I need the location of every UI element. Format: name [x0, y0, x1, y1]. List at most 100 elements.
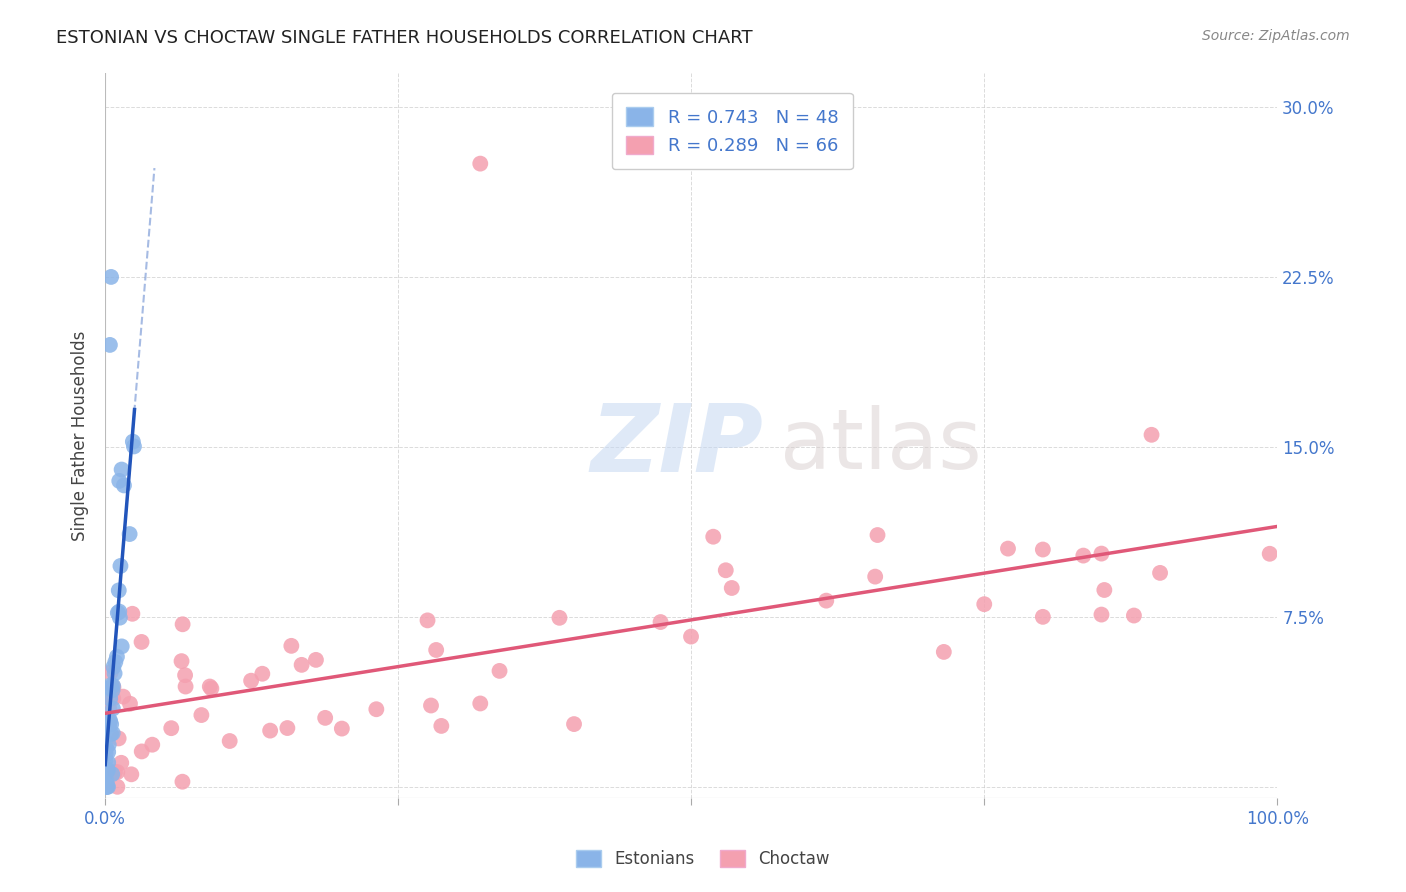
Point [97, 763, 120, 777]
Text: ESTONIAN VS CHOCTAW SINGLE FATHER HOUSEHOLDS CORRELATION CHART: ESTONIAN VS CHOCTAW SINGLE FATHER HOUSEH… [56, 29, 752, 46]
Point [430, 719, 453, 733]
Point [815, 593, 838, 607]
Point [97, 738, 120, 752]
Point [96, 764, 118, 779]
Point [108, 610, 131, 624]
Point [131, 635, 153, 649]
Point [131, 744, 153, 758]
Point [94, 766, 117, 780]
Point [101, 726, 124, 740]
Point [305, 653, 328, 667]
Point [97, 745, 120, 759]
Point [1073, 549, 1095, 563]
Point [104, 655, 127, 669]
Point [101, 683, 124, 698]
Text: ZIP: ZIP [591, 400, 763, 492]
Point [1090, 607, 1112, 622]
Point [118, 697, 141, 711]
Text: atlas: atlas [780, 406, 981, 486]
Point [98, 701, 121, 715]
Point [112, 478, 135, 492]
Point [1090, 547, 1112, 561]
Point [416, 613, 439, 627]
Point [103, 666, 125, 681]
Point [190, 708, 212, 723]
Point [314, 711, 336, 725]
Point [98, 691, 121, 706]
Point [240, 673, 263, 688]
Point [111, 640, 134, 654]
Point [98, 714, 121, 728]
Point [252, 666, 274, 681]
Point [1032, 542, 1054, 557]
Point [174, 668, 197, 682]
Point [108, 474, 131, 488]
Point [100, 269, 122, 284]
Point [218, 734, 240, 748]
Point [1140, 427, 1163, 442]
Point [118, 527, 141, 541]
Point [1149, 566, 1171, 580]
Point [291, 657, 314, 672]
Point [170, 654, 193, 668]
Point [110, 558, 132, 573]
Text: Source: ZipAtlas.com: Source: ZipAtlas.com [1202, 29, 1350, 43]
Point [280, 639, 302, 653]
Point [120, 767, 142, 781]
Point [107, 606, 129, 620]
Point [679, 630, 702, 644]
Point [96, 780, 118, 794]
Point [160, 721, 183, 735]
Point [425, 643, 447, 657]
Point [100, 678, 122, 692]
Point [98, 681, 121, 695]
Point [101, 767, 124, 781]
Point [96, 779, 118, 793]
Point [172, 774, 194, 789]
Point [276, 721, 298, 735]
Point [470, 156, 492, 170]
Point [121, 607, 143, 621]
Point [973, 597, 995, 611]
Point [105, 780, 128, 794]
Point [96, 778, 118, 792]
Point [97, 717, 120, 731]
Point [96, 763, 118, 777]
Point [198, 680, 221, 694]
Y-axis label: Single Father Households: Single Father Households [72, 330, 89, 541]
Point [548, 611, 571, 625]
Point [1122, 608, 1144, 623]
Point [259, 723, 281, 738]
Point [866, 528, 889, 542]
Point [121, 434, 143, 449]
Point [997, 541, 1019, 556]
Point [562, 717, 585, 731]
Point [200, 681, 222, 696]
Point [103, 691, 125, 706]
Point [720, 581, 742, 595]
Point [104, 765, 127, 780]
Legend: R = 0.743   N = 48, R = 0.289   N = 66: R = 0.743 N = 48, R = 0.289 N = 66 [612, 93, 853, 169]
Point [111, 462, 134, 476]
Point [94, 740, 117, 755]
Point [105, 649, 128, 664]
Point [97, 780, 120, 794]
Point [1092, 582, 1115, 597]
Point [863, 569, 886, 583]
Point [101, 679, 124, 693]
Point [108, 605, 131, 619]
Point [96, 773, 118, 788]
Point [100, 717, 122, 731]
Point [103, 660, 125, 674]
Point [107, 731, 129, 746]
Point [714, 563, 737, 577]
Legend: Estonians, Choctaw: Estonians, Choctaw [569, 843, 837, 875]
Point [96, 780, 118, 794]
Point [112, 690, 135, 704]
Point [488, 664, 510, 678]
Point [105, 765, 128, 780]
Point [330, 722, 353, 736]
Point [94, 747, 117, 761]
Point [122, 439, 145, 453]
Point [107, 583, 129, 598]
